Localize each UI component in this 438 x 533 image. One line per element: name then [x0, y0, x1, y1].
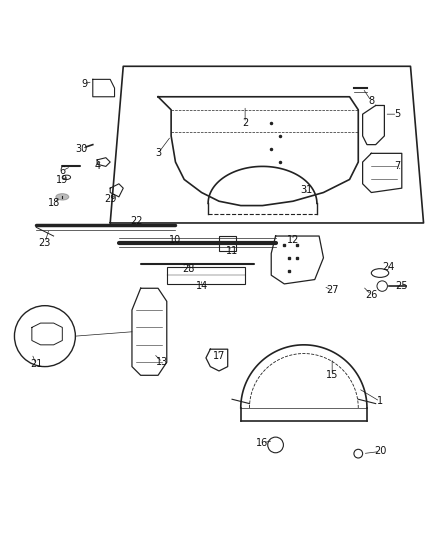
- Bar: [219, 236, 237, 251]
- Text: 18: 18: [47, 198, 60, 208]
- Text: 16: 16: [256, 438, 268, 448]
- Text: 15: 15: [326, 370, 338, 381]
- Text: 28: 28: [182, 264, 195, 273]
- Text: 21: 21: [30, 359, 42, 369]
- Bar: [167, 266, 245, 284]
- Text: 20: 20: [374, 447, 386, 456]
- Text: 25: 25: [396, 281, 408, 291]
- Text: 22: 22: [130, 216, 142, 226]
- Text: 1: 1: [377, 397, 383, 407]
- Text: 24: 24: [382, 262, 395, 271]
- Text: 30: 30: [76, 144, 88, 154]
- Text: 8: 8: [368, 96, 374, 106]
- Text: 26: 26: [365, 290, 378, 300]
- Text: 6: 6: [59, 166, 65, 176]
- Text: 3: 3: [155, 148, 161, 158]
- Text: 14: 14: [195, 281, 208, 291]
- Text: 5: 5: [394, 109, 401, 119]
- Text: 19: 19: [56, 175, 68, 185]
- Ellipse shape: [56, 193, 69, 200]
- Text: 9: 9: [81, 79, 87, 88]
- Text: 23: 23: [39, 238, 51, 247]
- Text: 11: 11: [226, 246, 238, 256]
- Text: 17: 17: [213, 351, 225, 361]
- Text: 2: 2: [242, 118, 248, 128]
- Text: 13: 13: [156, 357, 169, 367]
- Text: 29: 29: [104, 194, 117, 204]
- Text: 27: 27: [326, 286, 339, 295]
- Text: 4: 4: [94, 161, 100, 172]
- Text: 12: 12: [287, 236, 299, 245]
- Text: 31: 31: [300, 185, 312, 195]
- Text: 10: 10: [170, 236, 182, 245]
- Text: 7: 7: [394, 161, 401, 172]
